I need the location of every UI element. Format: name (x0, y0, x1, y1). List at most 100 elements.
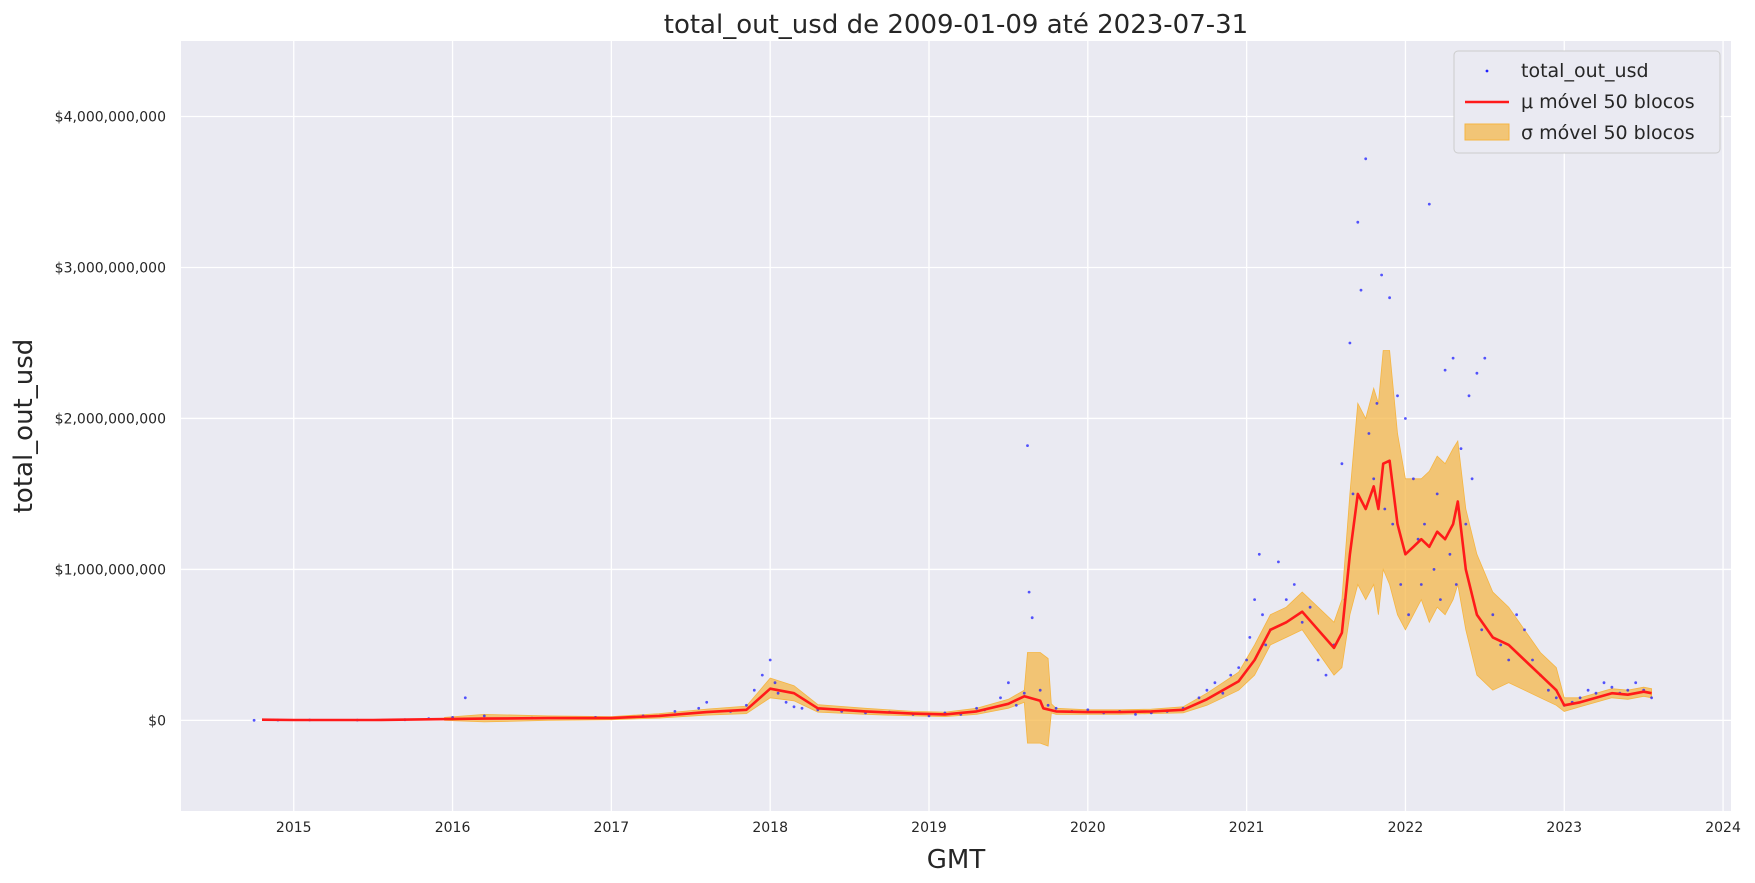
scatter-point (1404, 417, 1407, 420)
scatter-point (1027, 590, 1031, 594)
scatter-point (1464, 522, 1468, 526)
scatter-point (1261, 613, 1264, 617)
scatter-point (784, 700, 788, 704)
x-tick-label: 2017 (594, 820, 630, 836)
scatter-point (1372, 477, 1376, 481)
scatter-point (1038, 688, 1042, 692)
scatter-point (1022, 691, 1026, 695)
scatter-point (1383, 507, 1387, 511)
scatter-point (745, 703, 748, 707)
scatter-point (1277, 560, 1280, 564)
scatter-point (252, 718, 256, 722)
scatter-point (1423, 522, 1426, 526)
scatter-point (1134, 713, 1137, 716)
scatter-point (1483, 356, 1487, 360)
scatter-point (1427, 202, 1431, 206)
scatter-point (1292, 583, 1296, 586)
legend-scatter-marker (1485, 69, 1489, 73)
scatter-point (1531, 658, 1534, 662)
scatter-point (1316, 658, 1320, 662)
legend-label-band: σ móvel 50 blocos (1521, 122, 1695, 144)
scatter-point (1380, 273, 1383, 277)
y-tick-label: $3,000,000,000 (55, 260, 166, 276)
scatter-point (1086, 708, 1090, 712)
scatter-point (1356, 220, 1360, 224)
scatter-point (1454, 583, 1458, 586)
scatter-point (1419, 583, 1423, 586)
scatter-point (1388, 296, 1391, 300)
scatter-point (1523, 628, 1526, 632)
scatter-point (1308, 605, 1312, 609)
legend-band-marker (1464, 123, 1510, 141)
scatter-point (1467, 394, 1471, 398)
scatter-point (768, 658, 772, 662)
scatter-point (1586, 688, 1590, 692)
scatter-point (1407, 613, 1410, 617)
y-axis-label: total_out_usd (9, 339, 39, 514)
scatter-point (1439, 598, 1442, 601)
x-tick-label: 2021 (1229, 820, 1265, 836)
scatter-point (1432, 568, 1436, 571)
scatter-point (1284, 598, 1288, 601)
scatter-point (1634, 681, 1638, 685)
scatter-point (1602, 681, 1606, 685)
scatter-point (1026, 444, 1029, 447)
scatter-point (760, 673, 764, 677)
y-tick-label: $1,000,000,000 (55, 562, 166, 578)
scatter-point (1340, 462, 1344, 466)
x-tick-label: 2022 (1388, 820, 1424, 836)
scatter-point (463, 696, 467, 700)
x-tick-label: 2016 (435, 820, 471, 836)
y-tick-labels: $0 $1,000,000,000 $2,000,000,000 $3,000,000… (55, 109, 166, 729)
scatter-point (1475, 371, 1479, 375)
scatter-point (1480, 628, 1484, 632)
scatter-point (1547, 688, 1550, 692)
plot-background (181, 41, 1731, 811)
scatter-point (1300, 620, 1304, 624)
scatter-point (1626, 688, 1630, 692)
scatter-point (1264, 643, 1268, 647)
scatter-point (1213, 681, 1217, 685)
scatter-point (1205, 688, 1209, 692)
scatter-point (1367, 432, 1371, 435)
scatter-point (1412, 477, 1415, 481)
scatter-point (1470, 477, 1474, 481)
x-tick-labels: 2015 2016 2017 2018 2019 2020 2021 2022 2023 2024 (276, 820, 1741, 836)
scatter-point (1324, 673, 1328, 677)
scatter-point (1221, 691, 1225, 695)
scatter-point (673, 710, 677, 713)
scatter-point (1650, 696, 1653, 700)
x-tick-label: 2018 (752, 820, 788, 836)
x-axis-label: GMT (927, 845, 986, 875)
scatter-point (999, 696, 1002, 700)
legend-box (1453, 50, 1721, 154)
scatter-point (1364, 157, 1368, 161)
scatter-point (975, 706, 978, 710)
scatter-point (1245, 658, 1248, 662)
scatter-point (792, 705, 796, 709)
scatter-point (1257, 552, 1261, 556)
scatter-point (1499, 643, 1503, 647)
scatter-point (1435, 492, 1439, 496)
scatter-point (1443, 368, 1447, 372)
scatter-point (1229, 673, 1233, 677)
scatter-point (1610, 685, 1614, 689)
scatter-point (1507, 658, 1511, 662)
scatter-point (1391, 522, 1395, 526)
scatter-point (1515, 613, 1518, 617)
scatter-point (1594, 691, 1598, 695)
chart-title: total_out_usd de 2009-01-09 até 2023-07-… (664, 10, 1248, 40)
scatter-point (1046, 703, 1050, 707)
scatter-point (1030, 616, 1034, 620)
y-tick-label: $4,000,000,000 (55, 109, 166, 125)
legend: total_out_usd μ móvel 50 blocos σ móvel … (1453, 50, 1721, 154)
mean-line (261, 459, 1652, 722)
scatter-point (1237, 666, 1241, 669)
scatter-point (1448, 552, 1452, 556)
scatter-point (1197, 696, 1201, 700)
scatter-point (705, 700, 709, 704)
scatter-point (1451, 356, 1455, 360)
scatter-point (1459, 447, 1463, 450)
y-tick-label: $0 (148, 713, 166, 729)
